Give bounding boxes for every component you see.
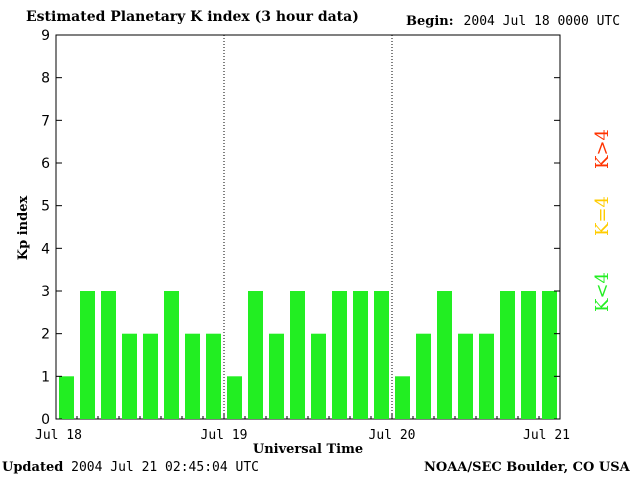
kp-bar bbox=[206, 333, 221, 419]
x-tick-label: Jul 20 bbox=[369, 428, 416, 443]
kp-bar bbox=[101, 291, 116, 419]
y-axis: 0 1 2 3 4 5 6 7 8 9 bbox=[41, 28, 560, 428]
y-tick-label: 1 bbox=[41, 369, 50, 385]
legend-k-greater-4: K>4 bbox=[592, 129, 613, 169]
kp-bar bbox=[185, 333, 200, 419]
x-axis-label: Universal Time bbox=[253, 442, 363, 457]
y-axis-label: Kp index bbox=[16, 196, 31, 261]
y-tick-label: 5 bbox=[41, 199, 50, 215]
kp-bar bbox=[80, 291, 95, 419]
x-tick-label: Jul 21 bbox=[523, 428, 570, 443]
updated-timestamp: Updated 2004 Jul 21 02:45:04 UTC bbox=[2, 460, 259, 475]
y-tick-label: 9 bbox=[41, 28, 50, 44]
credit-text: NOAA/SEC Boulder, CO USA bbox=[424, 460, 630, 475]
y-tick-label: 4 bbox=[41, 241, 50, 257]
kp-bar bbox=[374, 291, 389, 419]
begin-label: Begin: bbox=[406, 14, 454, 29]
kp-bar bbox=[542, 291, 557, 419]
kp-bar bbox=[290, 291, 305, 419]
kp-bar bbox=[479, 333, 494, 419]
kp-bar bbox=[269, 333, 284, 419]
kp-bar bbox=[395, 376, 410, 419]
kp-bar bbox=[521, 291, 536, 419]
kp-bar bbox=[458, 333, 473, 419]
kp-bar bbox=[332, 291, 347, 419]
legend-k-less-4: K<4 bbox=[592, 272, 613, 312]
begin-value: 2004 Jul 18 0000 UTC bbox=[463, 14, 621, 29]
kp-bar bbox=[59, 376, 74, 419]
begin-time: Begin: 2004 Jul 18 0000 UTC bbox=[406, 14, 620, 29]
kp-bar bbox=[500, 291, 515, 419]
day-separators bbox=[223, 35, 393, 419]
updated-label: Updated bbox=[2, 460, 64, 475]
kp-bar bbox=[353, 291, 368, 419]
y-tick-label: 6 bbox=[41, 156, 50, 172]
x-tick-label: Jul 19 bbox=[201, 428, 248, 443]
updated-value: 2004 Jul 21 02:45:04 UTC bbox=[71, 460, 259, 475]
kp-bar bbox=[122, 333, 137, 419]
y-tick-label: 3 bbox=[41, 284, 50, 300]
kp-bar bbox=[311, 333, 326, 419]
kp-bar bbox=[437, 291, 452, 419]
kp-bar bbox=[416, 333, 431, 419]
legend-k-equal-4: K=4 bbox=[592, 196, 613, 236]
kp-bar bbox=[227, 376, 242, 419]
y-tick-label: 7 bbox=[41, 113, 50, 129]
kp-bar bbox=[164, 291, 179, 419]
y-tick-label: 0 bbox=[41, 412, 50, 428]
x-tick-label: Jul 18 bbox=[35, 428, 82, 443]
kp-bar bbox=[143, 333, 158, 419]
chart-title: Estimated Planetary K index (3 hour data… bbox=[26, 9, 359, 25]
y-tick-label: 2 bbox=[41, 327, 50, 343]
y-tick-label: 8 bbox=[41, 71, 50, 87]
legend: K>4 K=4 K<4 bbox=[592, 129, 613, 312]
x-axis: Jul 18 Jul 19 Jul 20 Jul 21 bbox=[35, 413, 570, 443]
bars-group bbox=[59, 291, 557, 419]
kp-bar bbox=[248, 291, 263, 419]
